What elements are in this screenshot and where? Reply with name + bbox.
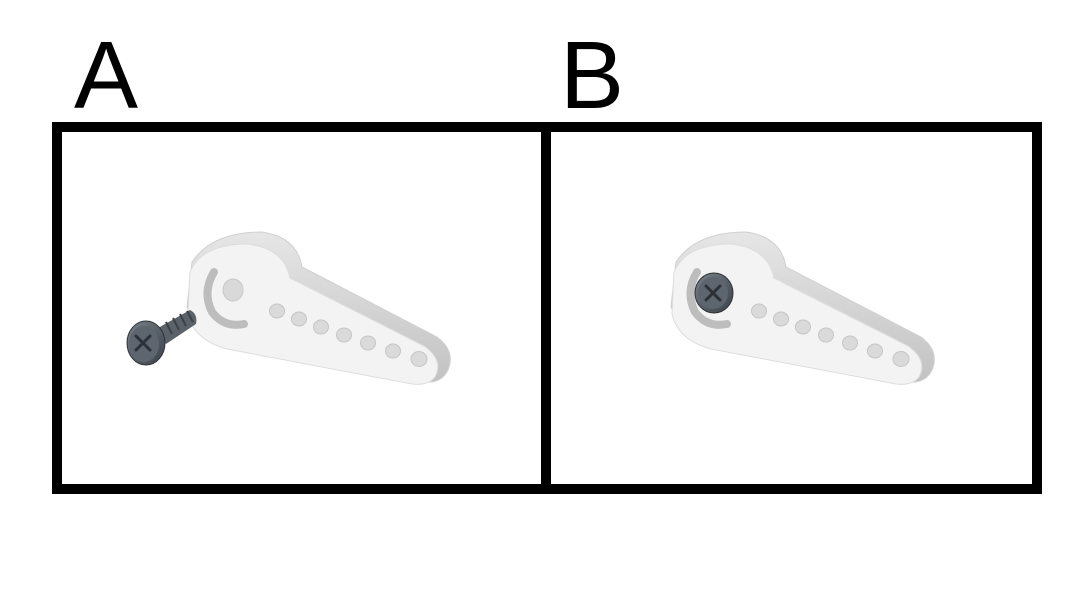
servo-horn-icon (670, 231, 935, 385)
phillips-screw-icon (126, 310, 197, 366)
phillips-screw-icon (694, 272, 734, 314)
panel-label-b: B (560, 22, 625, 129)
panel-b-illustration (670, 231, 935, 385)
panel-a-illustration (126, 231, 451, 385)
servo-horn-icon (186, 231, 451, 385)
panel-divider (541, 122, 551, 494)
panel-label-a: A (74, 22, 139, 129)
